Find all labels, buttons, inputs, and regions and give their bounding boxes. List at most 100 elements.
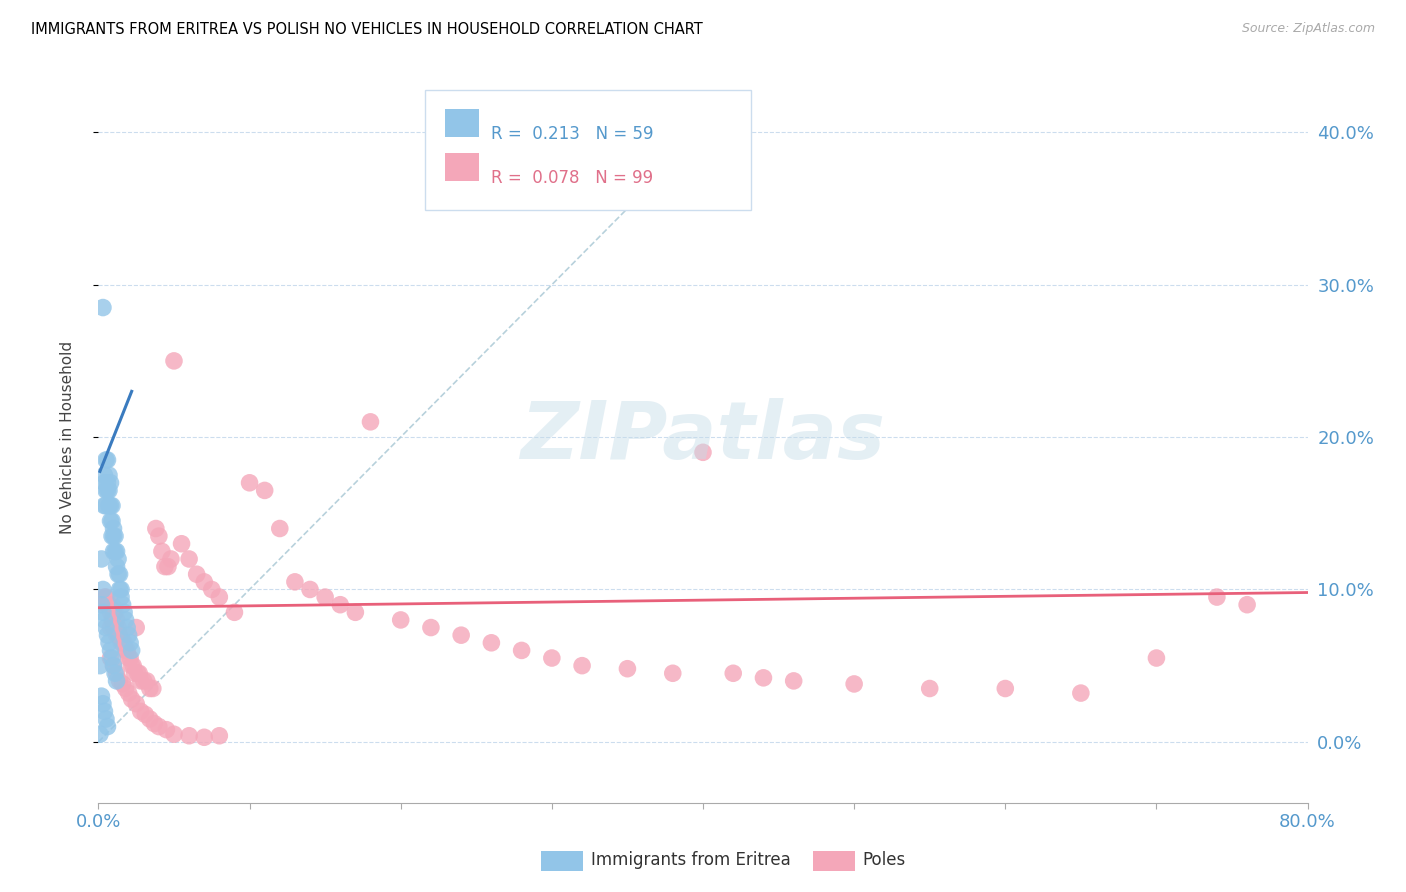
Point	[107, 552, 129, 566]
Point	[104, 621, 127, 635]
Point	[114, 681, 136, 696]
Point	[98, 499, 121, 513]
Point	[93, 613, 115, 627]
Point	[90, 598, 112, 612]
Point	[100, 499, 122, 513]
Point	[179, 729, 201, 743]
Point	[101, 651, 124, 665]
Point	[540, 651, 562, 665]
Point	[571, 658, 593, 673]
Y-axis label: No Vehicles in Household: No Vehicles in Household	[60, 341, 75, 533]
Point	[96, 720, 118, 734]
Text: Source: ZipAtlas.com: Source: ZipAtlas.com	[1241, 22, 1375, 36]
Point	[111, 598, 134, 612]
Point	[98, 483, 121, 498]
Point	[91, 598, 114, 612]
Point	[100, 643, 122, 657]
Point	[142, 681, 165, 696]
Point	[208, 590, 231, 604]
Point	[89, 658, 111, 673]
Point	[329, 598, 352, 612]
Point	[91, 605, 114, 619]
Point	[118, 628, 141, 642]
Point	[723, 666, 745, 681]
FancyBboxPatch shape	[425, 90, 751, 211]
Point	[100, 605, 122, 619]
Point	[661, 666, 683, 681]
Point	[108, 567, 131, 582]
Point	[103, 529, 125, 543]
Point	[104, 666, 127, 681]
Point	[118, 651, 141, 665]
Point	[120, 636, 142, 650]
Point	[155, 723, 177, 737]
Point	[148, 529, 170, 543]
Point	[1144, 651, 1167, 665]
Point	[145, 521, 167, 535]
Point	[108, 628, 131, 642]
Text: R =  0.078   N = 99: R = 0.078 N = 99	[492, 169, 654, 186]
Point	[91, 582, 114, 597]
Point	[360, 415, 382, 429]
Point	[108, 582, 131, 597]
Point	[93, 590, 115, 604]
Point	[692, 445, 714, 459]
Point	[994, 681, 1017, 696]
Point	[98, 636, 121, 650]
Point	[148, 720, 170, 734]
Point	[121, 643, 143, 657]
Point	[96, 598, 118, 612]
Point	[107, 628, 129, 642]
Text: IMMIGRANTS FROM ERITREA VS POLISH NO VEHICLES IN HOUSEHOLD CORRELATION CHART: IMMIGRANTS FROM ERITREA VS POLISH NO VEH…	[31, 22, 703, 37]
Point	[96, 628, 118, 642]
Point	[101, 529, 124, 543]
Point	[94, 590, 117, 604]
Point	[93, 468, 115, 483]
Point	[135, 673, 157, 688]
Point	[918, 681, 941, 696]
Point	[163, 727, 186, 741]
Point	[90, 689, 112, 703]
Point	[118, 686, 141, 700]
Point	[150, 544, 173, 558]
Point	[105, 559, 128, 574]
Point	[96, 483, 118, 498]
Point	[134, 707, 156, 722]
Point	[284, 574, 307, 589]
Point	[143, 716, 166, 731]
Point	[103, 521, 125, 535]
Point	[110, 628, 132, 642]
Point	[125, 697, 148, 711]
Point	[121, 658, 143, 673]
Point	[253, 483, 276, 498]
Point	[389, 613, 412, 627]
Point	[1070, 686, 1092, 700]
Point	[96, 475, 118, 490]
Point	[115, 643, 138, 657]
Point	[111, 677, 134, 691]
Point	[193, 574, 215, 589]
Point	[94, 483, 117, 498]
Point	[510, 643, 533, 657]
Point	[314, 590, 336, 604]
Point	[100, 651, 122, 665]
Text: Immigrants from Eritrea: Immigrants from Eritrea	[591, 851, 790, 869]
Point	[129, 705, 152, 719]
Point	[101, 598, 124, 612]
Point	[103, 658, 125, 673]
Point	[160, 552, 183, 566]
Point	[616, 662, 638, 676]
Point	[186, 567, 208, 582]
Point	[101, 514, 124, 528]
Point	[103, 658, 125, 673]
Point	[94, 712, 117, 726]
Point	[139, 712, 162, 726]
Point	[132, 673, 155, 688]
Point	[93, 499, 115, 513]
Point	[193, 731, 215, 745]
Point	[481, 636, 503, 650]
Point	[114, 643, 136, 657]
Point	[1206, 590, 1229, 604]
Point	[94, 621, 117, 635]
Point	[103, 605, 125, 619]
